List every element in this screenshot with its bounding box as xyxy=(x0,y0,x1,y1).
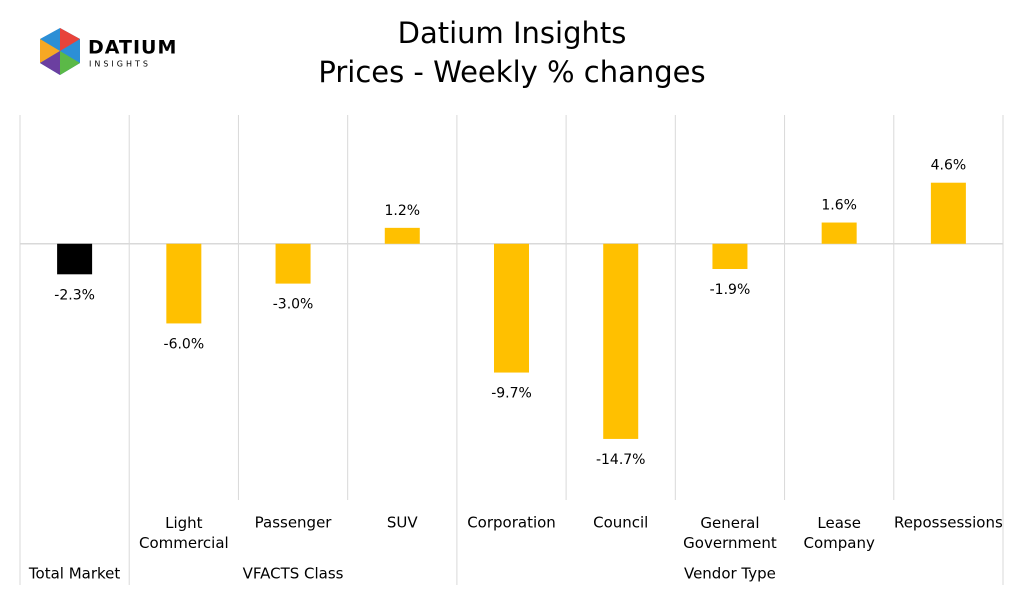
value-label: -3.0% xyxy=(273,297,314,313)
logo-mark xyxy=(40,39,60,63)
bar xyxy=(166,243,202,324)
logo-mark xyxy=(60,28,80,51)
value-label: 4.6% xyxy=(931,158,967,174)
x-tick-label: Repossessions xyxy=(894,514,1003,532)
value-label: -14.7% xyxy=(596,452,646,468)
value-label: -6.0% xyxy=(164,336,205,352)
value-label: 1.6% xyxy=(821,198,857,214)
logo-mark xyxy=(60,51,80,75)
x-tick-label: Passenger xyxy=(255,514,333,532)
bar xyxy=(712,243,748,269)
group-label: VFACTS Class xyxy=(243,565,344,583)
bar xyxy=(57,243,93,275)
chart-title: Datium Insights xyxy=(398,16,627,50)
x-tick-label: General Government xyxy=(683,514,777,552)
x-tick-label: Lease Company xyxy=(803,514,874,552)
chart-subtitle: Prices - Weekly % changes xyxy=(318,55,705,89)
x-tick-label: Corporation xyxy=(467,514,556,532)
value-label: -1.9% xyxy=(710,282,751,298)
x-tick-label: SUV xyxy=(387,514,419,532)
bar xyxy=(930,182,966,244)
logo-tagline: INSIGHTS xyxy=(89,60,151,69)
group-label: Total Market xyxy=(28,565,120,583)
logo-name: DATIUM xyxy=(88,37,177,59)
value-label: -9.7% xyxy=(491,386,532,402)
logo: DATIUM INSIGHTS xyxy=(40,28,177,75)
group-label: Vendor Type xyxy=(684,565,776,583)
x-tick-label: Council xyxy=(593,514,648,532)
bar xyxy=(494,243,529,373)
bar xyxy=(275,243,311,284)
logo-mark xyxy=(40,51,60,75)
x-tick-label: Light Commercial xyxy=(139,514,229,552)
bar xyxy=(384,227,420,244)
value-label: 1.2% xyxy=(384,203,420,219)
value-label: -2.3% xyxy=(54,287,95,303)
bar xyxy=(821,222,857,244)
bar xyxy=(603,243,639,439)
